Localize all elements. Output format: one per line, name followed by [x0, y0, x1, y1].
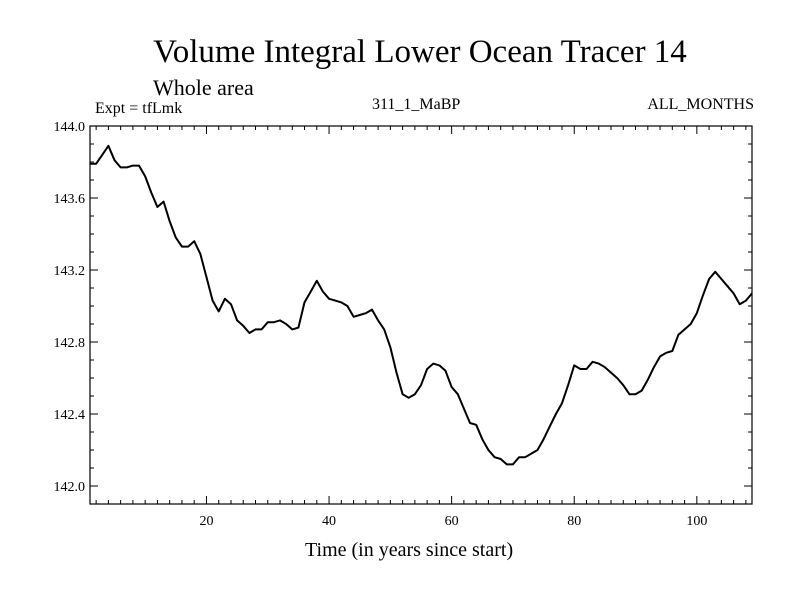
series-layer — [90, 144, 753, 466]
y-tick-label: 142.8 — [54, 336, 86, 351]
y-tick-label: 144.0 — [54, 120, 86, 135]
experiment-label: Expt = tfLmk — [95, 100, 183, 117]
y-tick-label: 142.0 — [54, 480, 86, 495]
months-label: ALL_MONTHS — [647, 96, 754, 113]
x-tick-label: 80 — [567, 514, 581, 529]
y-tick-label: 142.4 — [54, 408, 86, 423]
plot-border — [89, 125, 753, 505]
y-tick-label: 143.2 — [54, 264, 86, 279]
axis-ticks — [90, 125, 752, 505]
x-axis-label: Time (in years since start) — [305, 539, 514, 561]
tick-labels: 20 40 60 80 100 142.0 142.4 142.8 143.2 143.6 144.… — [54, 120, 708, 529]
y-tick-label: 143.6 — [54, 192, 86, 207]
chart-title: Volume Integral Lower Ocean Tracer 14 — [153, 34, 687, 70]
series-line — [90, 144, 753, 466]
x-tick-label: 60 — [445, 514, 459, 529]
x-tick-label: 100 — [686, 514, 707, 529]
x-tick-label: 20 — [199, 514, 213, 529]
axes-frame — [89, 125, 753, 505]
chart-subtitle: Whole area — [153, 75, 254, 100]
run-id-label: 311_1_MaBP — [372, 96, 461, 113]
x-tick-label: 40 — [322, 514, 336, 529]
